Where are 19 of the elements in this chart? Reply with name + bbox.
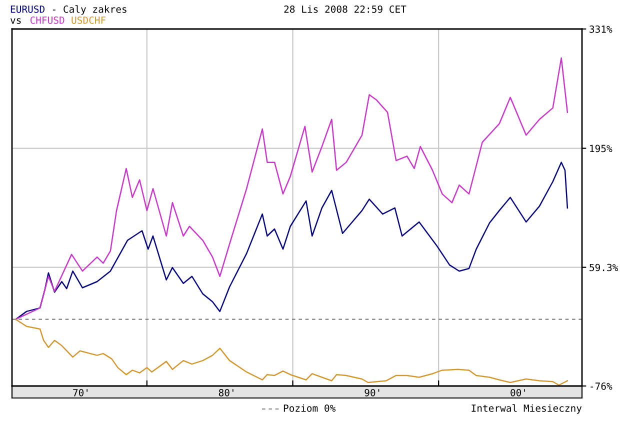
chart-title: - Caly zakres	[52, 5, 126, 15]
y-tick-label: -76%	[590, 382, 612, 390]
text: CHFUSD	[30, 16, 64, 24]
line-series	[15, 318, 568, 386]
text: Interwal Miesieczny	[472, 404, 582, 414]
x-tick-label: 00'	[510, 389, 526, 396]
text: EURUSD	[10, 5, 45, 13]
text: USDCHF	[72, 16, 106, 24]
x-tick-label: 80'	[218, 389, 234, 396]
line-series	[15, 162, 568, 320]
y-tick-label: 59.3%	[590, 264, 618, 272]
x-tick-label: 70'	[73, 389, 88, 396]
y-tick-label: 331%	[590, 26, 612, 33]
chart-subtitle: 28 Lis 2008 22:59 CET	[284, 5, 406, 13]
legend-label: Poziom 0%	[284, 404, 336, 412]
line-series	[15, 57, 568, 320]
legend-title: vs	[10, 18, 21, 24]
y-tick-label: 195%	[590, 144, 612, 152]
x-tick-label: 90'	[364, 389, 380, 396]
